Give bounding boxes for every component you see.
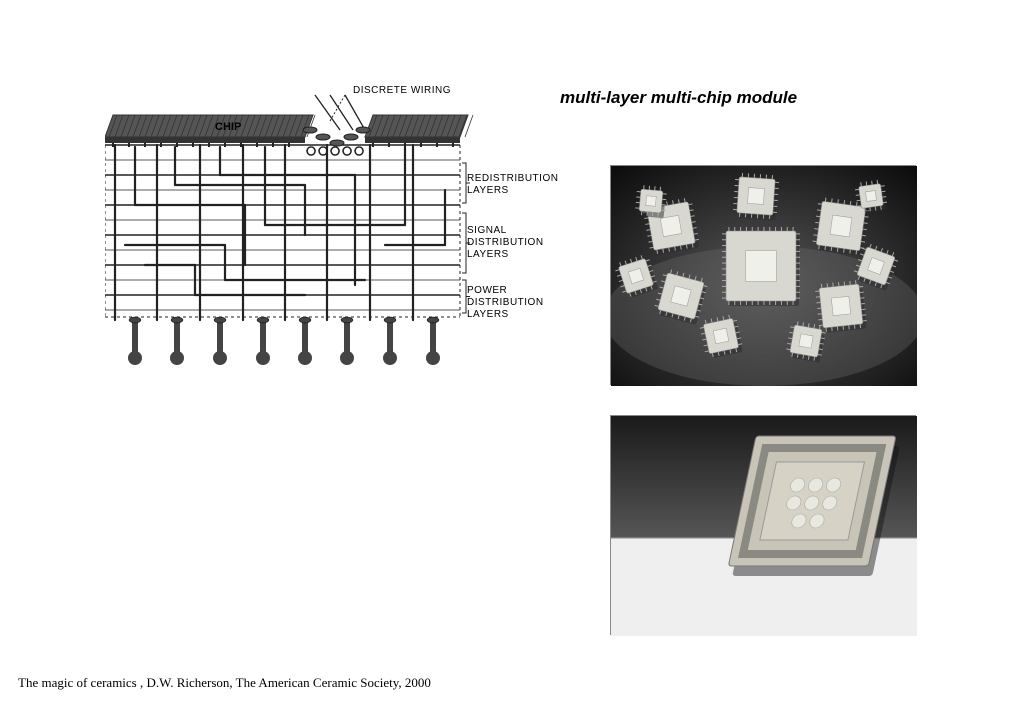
diagram-label: SIGNAL DISTRIBUTION LAYERS [467,225,544,261]
photo-single-module [610,415,916,635]
diagram-label: POWER DISTRIBUTION LAYERS [467,285,544,321]
photo-chip-packages [610,165,916,385]
diagram-label: DISCRETE WIRING [353,85,451,97]
svg-text:CHIP: CHIP [215,121,241,133]
diagram-label: REDISTRIBUTION LAYERS [467,173,558,197]
page-title: multi-layer multi-chip module [560,88,797,108]
cross-section-diagram: CHIP DISCRETE WIRINGREDISTRIBUTION LAYER… [105,85,545,375]
citation-text: The magic of ceramics , D.W. Richerson, … [18,675,431,691]
